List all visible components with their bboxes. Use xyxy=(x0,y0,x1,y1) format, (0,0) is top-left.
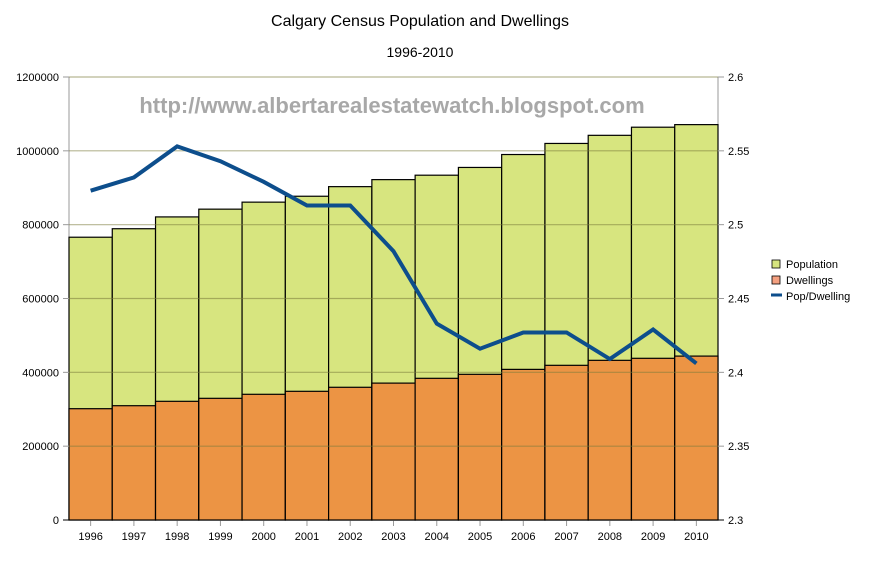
y-right-tick-label: 2.35 xyxy=(728,441,749,453)
watermark: http://www.albertarealestatewatch.blogsp… xyxy=(139,93,644,118)
line-pop-per-dwelling xyxy=(90,144,698,366)
bar-dwellings xyxy=(501,368,546,521)
y-right-tick-label: 2.45 xyxy=(728,294,749,306)
x-tick-label: 2000 xyxy=(251,531,275,543)
x-tick-label: 1997 xyxy=(122,531,146,543)
legend-label: Dwellings xyxy=(786,275,834,287)
y-left-tick-label: 800000 xyxy=(22,220,59,232)
y-right-tick-label: 2.5 xyxy=(728,220,743,232)
legend: Population Dwellings Pop/Dwelling xyxy=(771,259,850,303)
bar-dwellings xyxy=(198,397,243,521)
legend-swatch-dwellings xyxy=(771,275,781,285)
legend-swatch-population xyxy=(771,259,781,269)
bar-dwellings xyxy=(111,405,157,521)
y-left-tick-label: 400000 xyxy=(22,367,59,379)
legend-label: Population xyxy=(786,259,838,271)
bar-dwellings xyxy=(328,386,373,521)
x-tick-label: 2003 xyxy=(381,531,405,543)
bar-dwellings xyxy=(241,393,286,521)
x-tick-label: 2004 xyxy=(425,531,449,543)
y-right-tick-label: 2.3 xyxy=(728,515,743,527)
x-tick-label: 2002 xyxy=(338,531,362,543)
y-right-tick-label: 2.4 xyxy=(728,367,743,379)
bar-dwellings xyxy=(457,373,503,521)
plot-area: 0 200000 400000 600000 800000 1000000 1200000 2… xyxy=(16,72,749,543)
y-left-tick-label: 1200000 xyxy=(16,72,59,84)
bar-dwellings xyxy=(630,357,676,521)
x-tick-label: 2005 xyxy=(468,531,492,543)
y-right-tick-label: 2.55 xyxy=(728,146,749,158)
x-tick-label: 2007 xyxy=(554,531,578,543)
chart-title: Calgary Census Population and Dwellings xyxy=(271,13,569,30)
bar-dwellings xyxy=(154,400,200,521)
bar-dwellings xyxy=(587,359,633,521)
bar-dwellings xyxy=(284,390,330,521)
chart-subtitle: 1996-2010 xyxy=(387,44,454,60)
y-left-tick-label: 200000 xyxy=(22,441,59,453)
x-tick-label: 2001 xyxy=(295,531,319,543)
y-left-tick-label: 0 xyxy=(53,515,59,527)
x-tick-label: 1998 xyxy=(165,531,189,543)
y-left-tick-label: 600000 xyxy=(22,294,59,306)
x-tick-label: 1999 xyxy=(208,531,232,543)
y-right-tick-label: 2.6 xyxy=(728,72,743,84)
bar-dwellings xyxy=(674,355,719,521)
bar-dwellings xyxy=(68,408,113,521)
legend-label: Pop/Dwelling xyxy=(786,291,850,303)
bar-dwellings xyxy=(414,377,459,521)
y-left-tick-label: 1000000 xyxy=(16,146,59,158)
x-tick-label: 1996 xyxy=(78,531,102,543)
x-tick-label: 2006 xyxy=(511,531,535,543)
x-tick-label: 2009 xyxy=(641,531,665,543)
bar-dwellings xyxy=(371,382,416,521)
x-tick-label: 2008 xyxy=(598,531,622,543)
bar-dwellings xyxy=(544,364,589,521)
x-tick-label: 2010 xyxy=(684,531,708,543)
